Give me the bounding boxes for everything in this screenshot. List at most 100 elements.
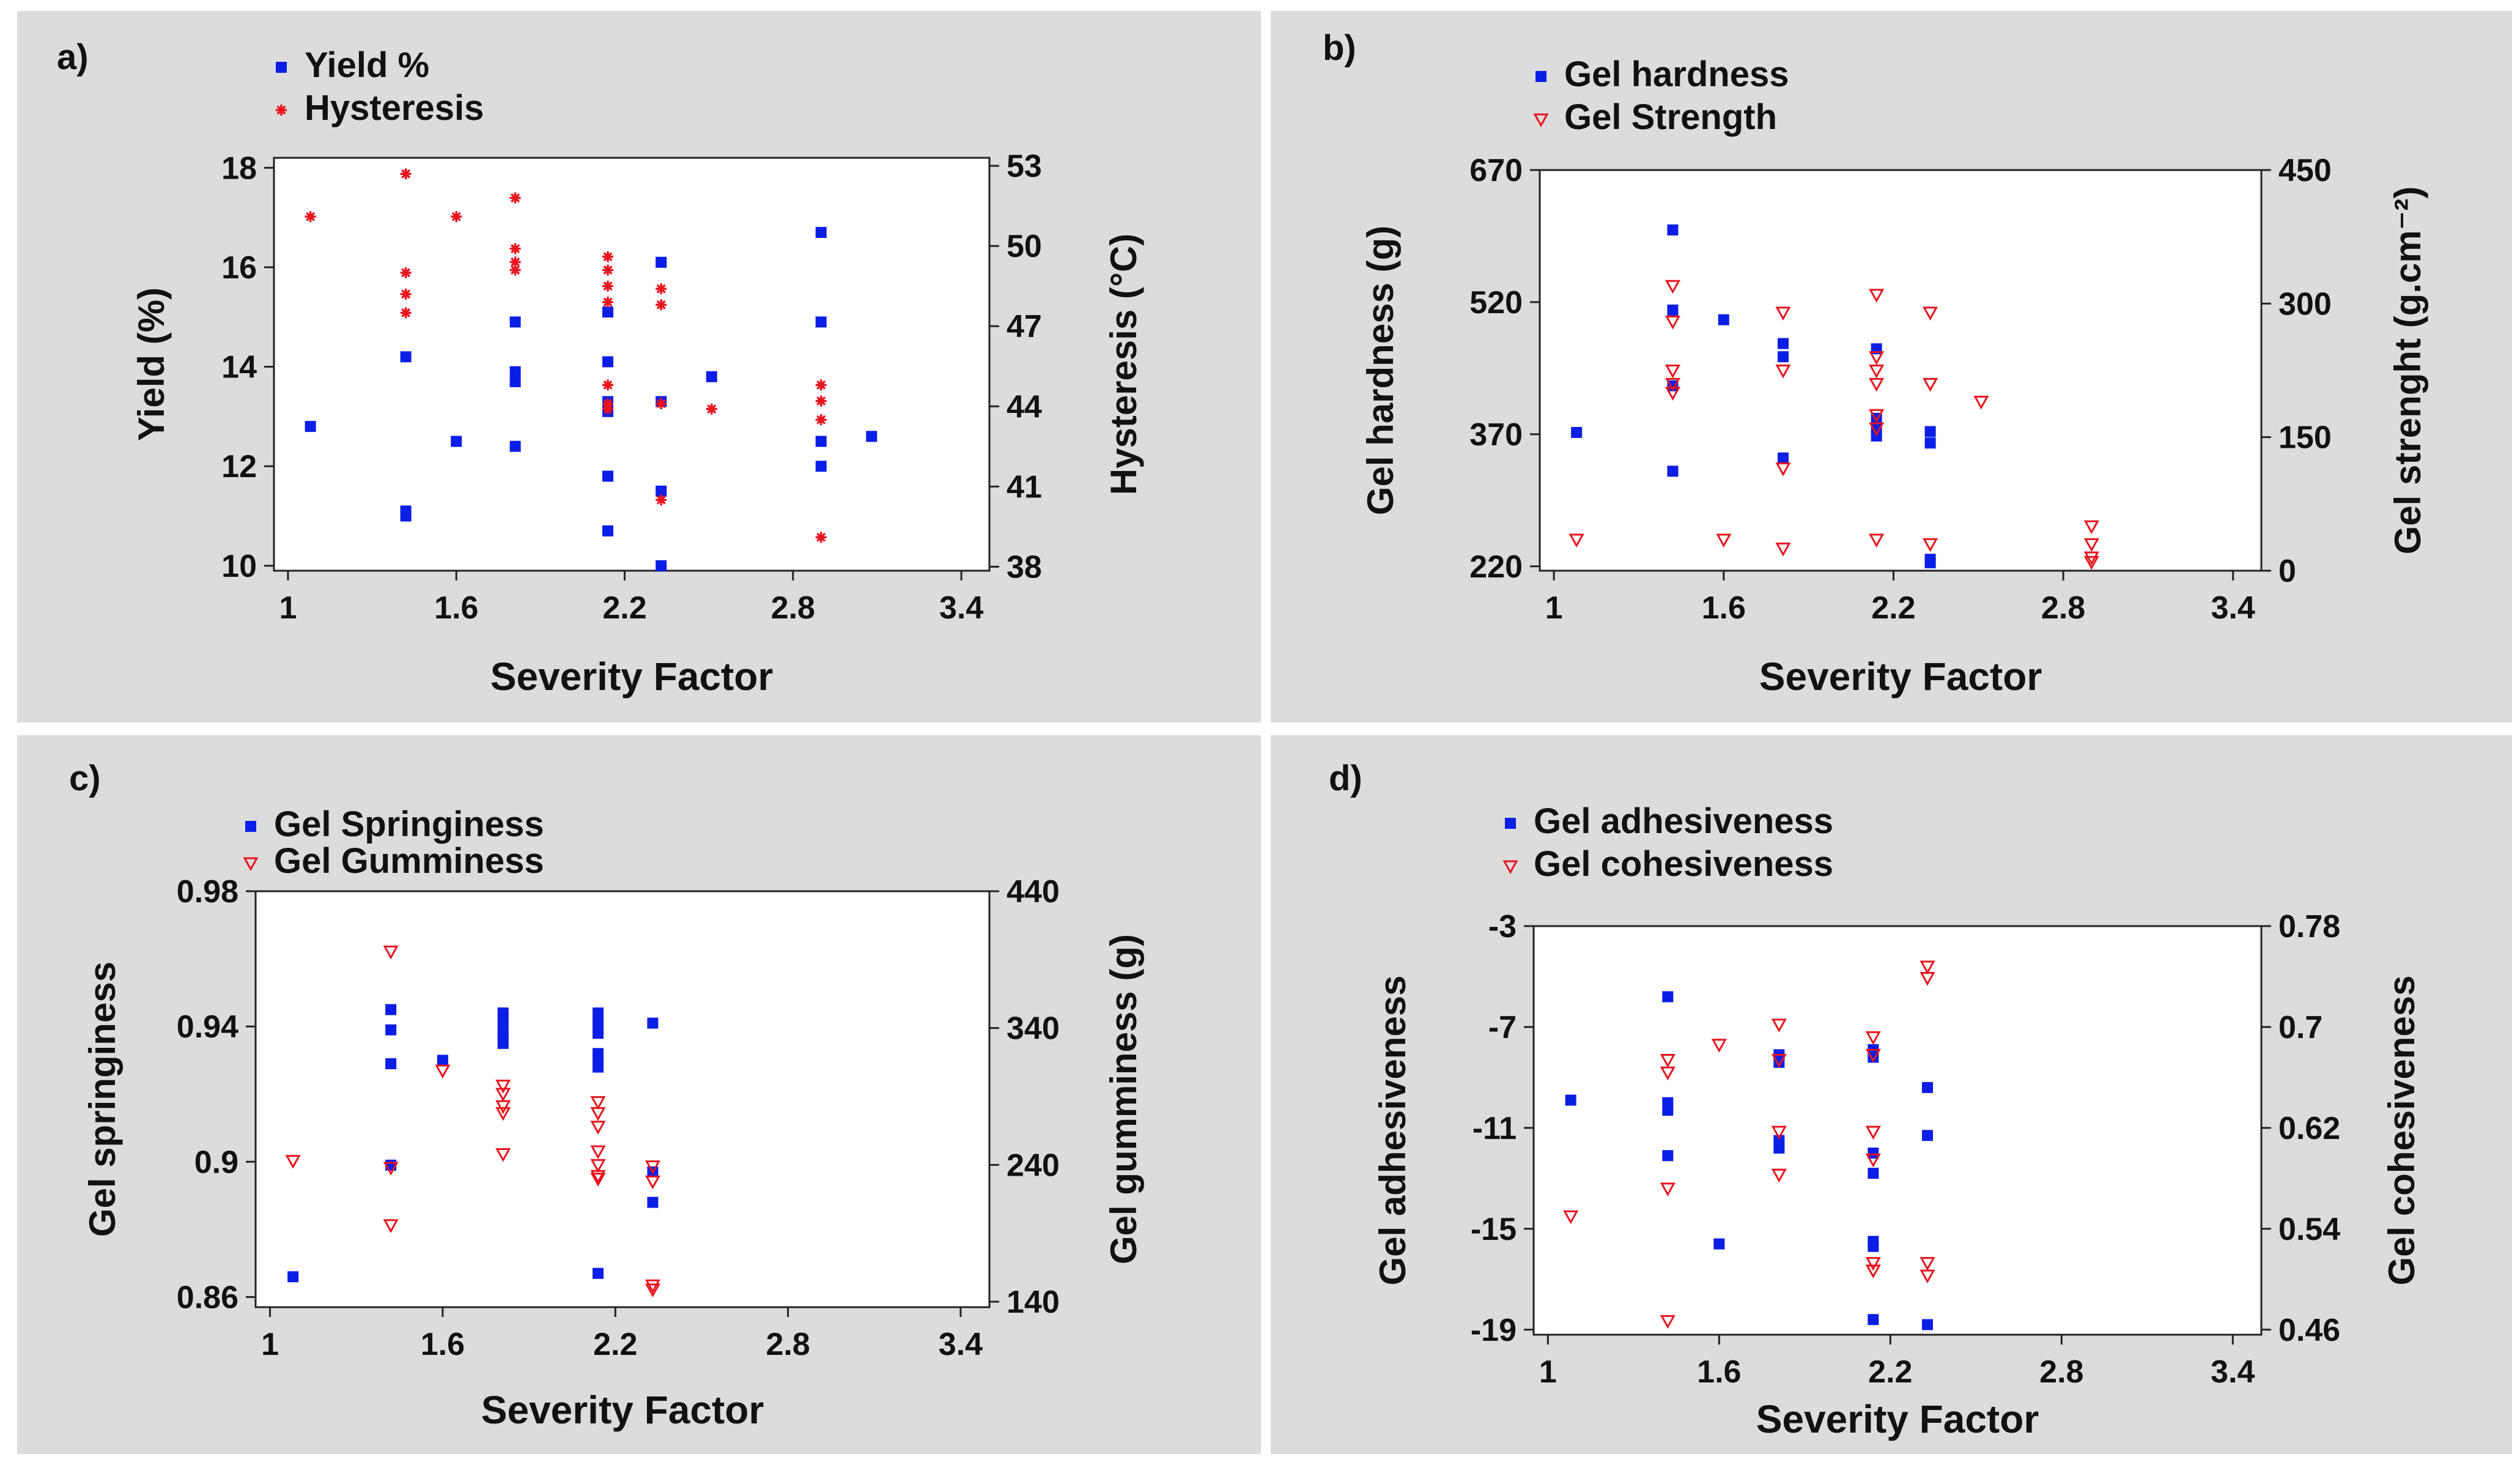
y2-tick-label: 0.78 [2278,909,2340,944]
y-tick-label: 0.94 [177,1009,238,1045]
data-point [602,525,613,536]
data-point [602,356,613,368]
data-point [815,532,827,543]
data-point [1667,224,1679,236]
data-point [645,1175,660,1190]
data-point [383,1219,399,1233]
y2-tick-label: 340 [1007,1011,1060,1047]
y-tick-label: -19 [1471,1313,1517,1348]
data-point [1777,351,1789,363]
y2-tick-label: 44 [1007,389,1042,425]
y-tick-label: 370 [1469,417,1523,453]
x-tick-label: 2.8 [766,1327,810,1362]
y-tick-label: 10 [221,549,257,584]
series-hysteresis [305,168,827,543]
data-point [509,256,521,268]
y2-axis-title: Hysteresis (°C) [1103,234,1144,495]
data-point [1868,1241,1879,1252]
data-point [1667,465,1679,477]
data-point [1667,304,1679,316]
x-tick-label: 1.6 [434,590,478,626]
x-tick-label: 1 [279,590,297,626]
y2-tick-label: 0.7 [2278,1010,2322,1045]
y-tick-label: 18 [221,150,257,186]
data-point [815,395,827,407]
data-point [815,316,827,328]
y2-tick-label: 240 [1007,1148,1060,1183]
data-point [1923,538,1938,552]
y-tick-label: 12 [221,449,257,484]
legend-label: Gel adhesiveness [1534,801,1833,841]
data-point [602,379,613,391]
data-point [2083,551,2099,566]
data-point [590,1173,606,1187]
data-point [383,1162,399,1176]
legend-label: Gel Springiness [274,804,544,844]
data-point [1924,426,1936,437]
data-point [451,436,462,447]
data-point [497,1014,509,1026]
y-tick-label: -3 [1488,909,1517,944]
data-point [495,1100,511,1115]
x-axis-title: Severity Factor [490,655,773,699]
x-tick-label: 2.2 [602,590,646,626]
data-point [385,1024,397,1036]
data-point [593,1055,604,1066]
data-point [1662,1150,1674,1162]
data-point [1868,1168,1879,1179]
legend-label: Gel Strength [1564,97,1777,137]
data-point [509,366,521,377]
x-tick-label: 3.4 [939,1327,983,1362]
data-point [590,1107,606,1121]
data-point [1869,533,1885,548]
data-point [1773,1142,1785,1154]
data-point [1920,1256,1935,1271]
data-point [1665,365,1681,379]
legend-label: Yield % [305,45,429,85]
data-point [1922,1081,1933,1093]
data-point [1865,1048,1881,1063]
data-point [400,168,412,180]
data-point [400,288,412,300]
data-point [385,1004,397,1015]
data-point [656,494,667,506]
x-tick-label: 1.6 [1702,590,1746,626]
data-point [656,256,667,268]
legend-marker [245,821,256,832]
x-tick-label: 1.6 [1697,1354,1741,1390]
y2-axis-title: Gel cohesiveness [2381,976,2422,1286]
y-axis-title: Yield (%) [131,287,172,441]
y2-tick-label: 38 [1007,549,1042,585]
x-tick-label: 1 [1539,1354,1557,1390]
data-point [1713,1238,1725,1250]
x-axis-title: Severity Factor [481,1388,764,1432]
data-point [1920,1269,1935,1284]
y-axis-title: Gel springiness [82,962,123,1237]
data-point [815,436,827,447]
y-tick-label: -7 [1488,1010,1517,1045]
data-point [656,299,667,311]
series-yield- [305,226,878,571]
data-point [656,485,667,497]
data-point [287,1271,299,1283]
data-point [1563,1210,1579,1225]
data-point [593,1017,604,1029]
data-point [1771,1168,1787,1183]
panel-b: b) 1 1.6 2.2 2.8 3.4 220 370 520 670 0 150 300 450 Sev… [1271,11,2512,722]
y2-tick-label: 41 [1007,469,1042,505]
data-point [602,251,613,262]
data-point [495,1148,511,1162]
y-tick-label: -15 [1471,1212,1517,1247]
y2-tick-label: 53 [1007,149,1042,184]
plot-area [1539,169,2263,572]
legend-marker [1533,113,1549,128]
y2-axis-title: Gel strenght (g.cm⁻²) [2387,187,2428,555]
data-point [1660,1315,1676,1329]
data-point [509,243,521,254]
data-point [1868,1314,1879,1326]
data-point [602,470,613,482]
x-tick-label: 2.8 [2039,1354,2083,1390]
y-tick-label: 0.9 [194,1144,238,1180]
y-tick-label: 670 [1469,153,1523,188]
data-point [593,1007,604,1019]
